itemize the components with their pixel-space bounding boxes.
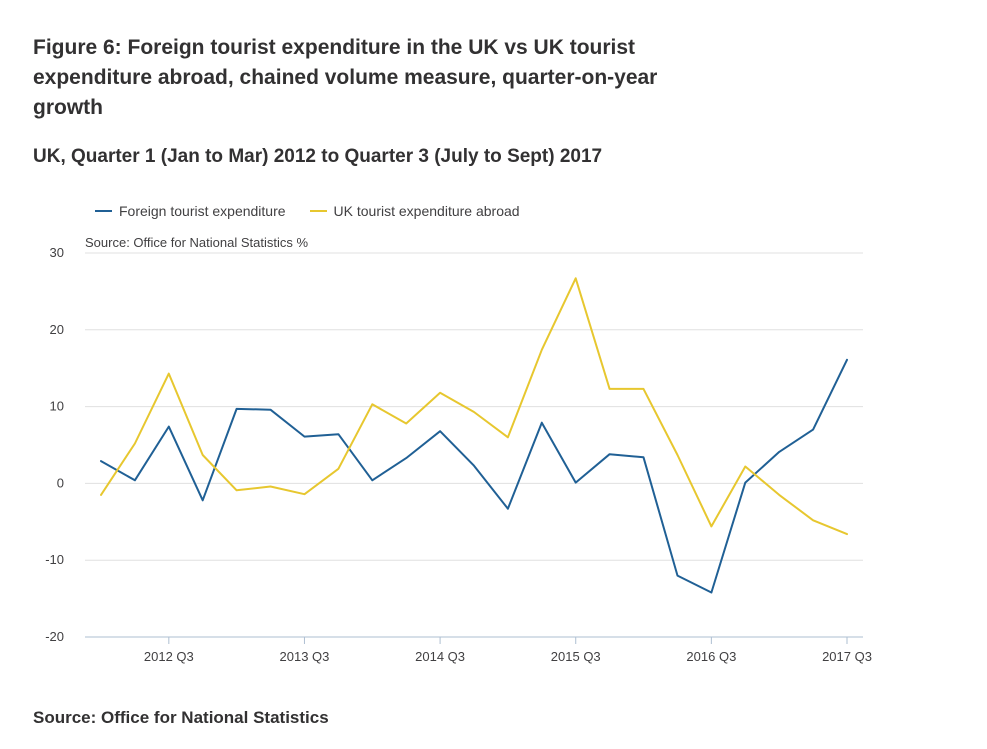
x-tick-label: 2017 Q3 [822, 649, 872, 664]
series-lines [100, 277, 848, 594]
axis-source-note: Source: Office for National Statistics % [85, 235, 308, 250]
y-tick-label: -10 [45, 552, 64, 567]
legend-swatch-foreign [95, 210, 112, 212]
y-tick-label: -20 [45, 629, 64, 644]
chart-title: Figure 6: Foreign tourist expenditure in… [33, 36, 658, 119]
chart-subtitle: UK, Quarter 1 (Jan to Mar) 2012 to Quart… [33, 146, 603, 167]
x-axis: 2012 Q3 2013 Q3 2014 Q3 2015 Q3 2016 Q3 2017 … [85, 636, 872, 664]
y-tick-label: 30 [50, 245, 64, 260]
series-line-foreign-tourist-expenditure[interactable] [100, 358, 848, 594]
x-tick-label: 2012 Q3 [144, 649, 194, 664]
legend-label-uk-abroad: UK tourist expenditure abroad [333, 203, 520, 219]
x-tick-label: 2015 Q3 [551, 649, 601, 664]
series-line-uk-tourist-expenditure-abroad[interactable] [100, 277, 848, 536]
y-tick-label: 10 [50, 399, 64, 414]
legend: Foreign tourist expenditure UK tourist e… [95, 203, 544, 219]
legend-item-uk-abroad[interactable]: UK tourist expenditure abroad [309, 203, 520, 219]
x-tick-label: 2014 Q3 [415, 649, 465, 664]
y-tick-label: 20 [50, 322, 64, 337]
legend-item-foreign[interactable]: Foreign tourist expenditure [95, 203, 286, 219]
source-footer: Source: Office for National Statistics [33, 708, 329, 727]
gridlines [85, 252, 863, 638]
legend-label-foreign: Foreign tourist expenditure [119, 203, 286, 219]
x-tick-label: 2016 Q3 [686, 649, 736, 664]
y-tick-label: 0 [57, 475, 64, 490]
legend-swatch-uk-abroad [309, 210, 327, 212]
x-tick-label: 2013 Q3 [280, 649, 330, 664]
y-axis-labels: 30 20 10 0 -10 -20 [45, 245, 64, 644]
